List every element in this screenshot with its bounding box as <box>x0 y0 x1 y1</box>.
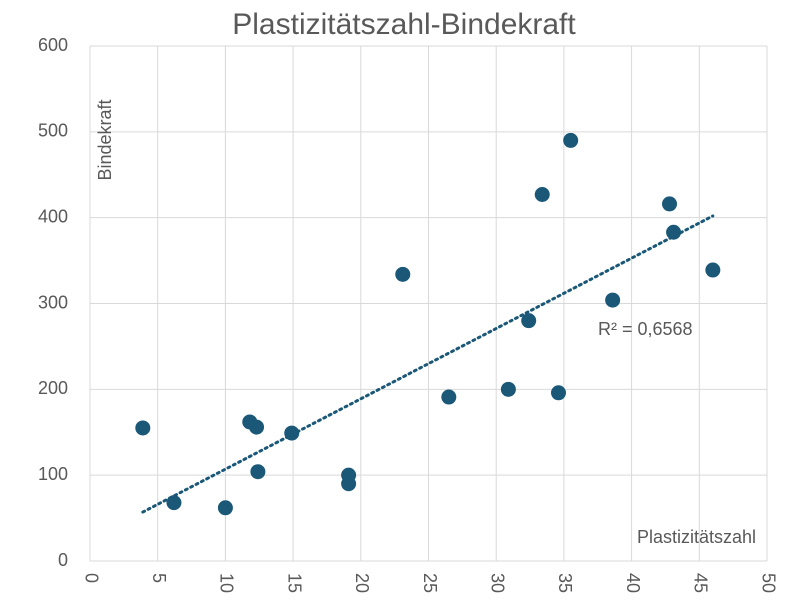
y-tick-label: 0 <box>58 550 68 570</box>
y-tick-label: 500 <box>38 121 68 141</box>
x-tick-label: 50 <box>758 573 778 593</box>
point <box>521 313 537 329</box>
point <box>249 419 265 435</box>
point <box>500 381 516 397</box>
trendline <box>141 214 715 514</box>
point <box>250 464 266 480</box>
point <box>341 476 357 492</box>
x-axis-label: Plastizitätszahl <box>637 527 756 547</box>
y-tick-label: 300 <box>38 292 68 312</box>
point <box>705 262 721 278</box>
y-tick-label: 600 <box>38 35 68 55</box>
x-tick-label: 25 <box>420 573 440 593</box>
point <box>166 495 182 511</box>
trendline-label: R² = 0,6568 <box>598 319 693 339</box>
x-tick-label: 45 <box>691 573 711 593</box>
x-tick-label: 20 <box>352 573 372 593</box>
y-tick-label: 100 <box>38 464 68 484</box>
x-tick-label: 5 <box>149 573 169 583</box>
point <box>135 420 151 436</box>
x-tick-label: 35 <box>555 573 575 593</box>
y-tick-label: 400 <box>38 206 68 226</box>
x-tick-label: 30 <box>487 573 507 593</box>
point <box>395 266 411 282</box>
x-tick-label: 15 <box>284 573 304 593</box>
point <box>550 385 566 401</box>
point <box>605 292 621 308</box>
point <box>534 186 550 202</box>
point <box>563 132 579 148</box>
point <box>217 500 233 516</box>
x-tick-label: 40 <box>623 573 643 593</box>
x-tick-label: 10 <box>217 573 237 593</box>
point <box>662 196 678 212</box>
x-tick-label: 0 <box>81 573 101 583</box>
point <box>284 425 300 441</box>
point <box>666 224 682 240</box>
y-tick-label: 200 <box>38 378 68 398</box>
chart-title: Plastizitätszahl-Bindekraft <box>232 8 576 41</box>
y-axis-label: Bindekraft <box>95 99 115 180</box>
point <box>441 389 457 405</box>
